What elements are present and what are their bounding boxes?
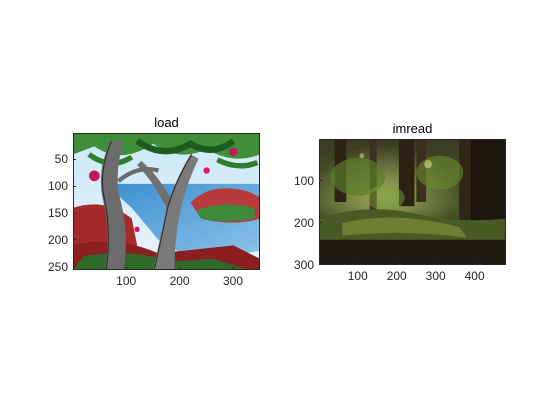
y-tick-mark (319, 222, 322, 224)
y-tick-label: 200 (293, 215, 314, 230)
y-tick-mark (73, 185, 76, 187)
y-tick-mark (73, 212, 76, 214)
landscape-painting-image (73, 133, 260, 270)
axes-title-imread: imread (392, 121, 433, 136)
x-tick-label: 100 (116, 274, 137, 288)
x-tick-label: 100 (347, 269, 368, 283)
x-tick-mark (179, 267, 181, 270)
forest-photo-image (319, 139, 506, 265)
x-tick-mark (357, 262, 359, 265)
y-tick-mark (73, 239, 76, 241)
y-tick-label: 300 (293, 257, 314, 272)
x-tick-mark (232, 267, 234, 270)
x-tick-mark (474, 262, 476, 265)
x-tick-label: 200 (169, 274, 190, 288)
x-tick-mark (435, 262, 437, 265)
x-tick-label: 300 (425, 269, 446, 283)
y-tick-label: 150 (47, 206, 68, 220)
x-tick-mark (125, 267, 127, 270)
image-area-imread[interactable] (319, 139, 506, 265)
y-tick-label: 100 (293, 173, 314, 188)
y-tick-mark (73, 158, 76, 160)
y-tick-mark (319, 264, 322, 266)
x-tick-label: 300 (223, 274, 244, 288)
y-tick-mark (73, 266, 76, 268)
y-tick-mark (319, 180, 322, 182)
y-tick-label: 250 (47, 259, 68, 274)
y-tick-label: 100 (47, 179, 68, 194)
x-tick-mark (396, 262, 398, 265)
image-area-load[interactable] (73, 133, 260, 270)
y-tick-label: 200 (47, 232, 68, 247)
x-tick-label: 200 (386, 269, 407, 283)
axes-title-load: load (154, 115, 179, 130)
x-tick-label: 400 (464, 269, 485, 283)
y-tick-label: 50 (54, 152, 68, 167)
